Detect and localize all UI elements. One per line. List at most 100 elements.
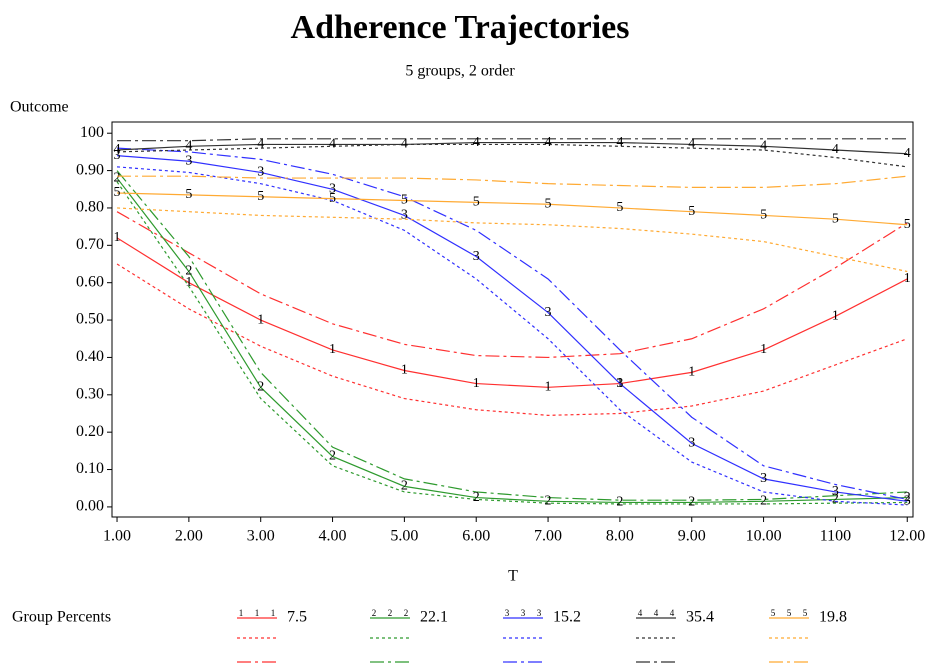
x-tick-label: 2.00	[175, 528, 203, 545]
legend-marker: 4	[670, 608, 675, 618]
x-tick-label: 4.00	[319, 528, 347, 545]
point-marker: 3	[616, 376, 623, 391]
point-marker: 3	[185, 153, 192, 168]
legend-marker: 5	[771, 608, 776, 618]
y-tick-label: 0.10	[76, 460, 104, 477]
legend-marker: 4	[654, 608, 659, 618]
legend-title: Group Percents	[12, 609, 111, 626]
point-marker: 2	[257, 380, 264, 395]
point-marker: 4	[473, 135, 480, 150]
point-marker: 1	[114, 230, 121, 245]
point-marker: 4	[904, 146, 911, 161]
x-tick-label: 1100	[820, 528, 851, 545]
point-marker: 5	[401, 193, 408, 208]
ci-line	[116, 147, 908, 501]
point-marker: 5	[257, 189, 264, 204]
ci-line	[116, 181, 908, 505]
mean-line	[116, 237, 908, 388]
mean-line	[116, 141, 908, 155]
x-tick-label: 7.00	[534, 528, 562, 545]
legend-marker: 5	[787, 608, 792, 618]
point-marker: 3	[688, 436, 695, 451]
point-marker: 2	[760, 494, 767, 509]
legend-marker: 5	[803, 608, 808, 618]
legend-label: 19.8	[819, 609, 847, 626]
mean-line	[116, 155, 908, 502]
point-marker: 5	[114, 185, 121, 200]
point-marker: 5	[688, 204, 695, 219]
point-marker: 5	[185, 187, 192, 202]
x-tick-label: 6.00	[462, 528, 490, 545]
plot-frame	[111, 121, 914, 518]
x-tick-label: 9.00	[678, 528, 706, 545]
legend-label: 22.1	[420, 609, 448, 626]
ci-line	[116, 211, 908, 359]
point-marker: 1	[545, 380, 552, 395]
point-marker: 4	[257, 137, 264, 152]
legend-marker: 3	[521, 608, 526, 618]
y-tick-label: 100	[80, 124, 104, 141]
y-axis-label: Outcome	[10, 99, 69, 116]
y-tick-label: 0.40	[76, 348, 104, 365]
point-marker: 3	[760, 471, 767, 486]
legend-marker: 2	[388, 608, 393, 618]
x-tick-label: 5.00	[390, 528, 418, 545]
point-marker: 2	[329, 449, 336, 464]
point-marker: 5	[760, 208, 767, 223]
legend-marker: 4	[638, 608, 643, 618]
point-marker: 3	[329, 181, 336, 196]
y-tick-label: 0.00	[76, 498, 104, 515]
point-marker: 1	[904, 271, 911, 286]
point-marker: 4	[114, 142, 121, 157]
y-tick-label: 0.20	[76, 423, 104, 440]
legend-marker: 2	[372, 608, 377, 618]
x-axis-label: T	[508, 568, 518, 585]
point-marker: 5	[616, 200, 623, 215]
y-tick-label: 0.60	[76, 273, 104, 290]
point-marker: 3	[257, 165, 264, 180]
mean-line	[116, 177, 908, 504]
point-marker: 1	[329, 342, 336, 357]
point-marker: 5	[832, 211, 839, 226]
x-tick-label: 12.00	[889, 528, 925, 545]
point-marker: 1	[257, 312, 264, 327]
y-tick-label: 0.90	[76, 161, 104, 178]
x-tick-label: 8.00	[606, 528, 634, 545]
legend-marker: 3	[537, 608, 542, 618]
point-marker: 1	[688, 365, 695, 380]
point-marker: 2	[185, 264, 192, 279]
point-marker: 3	[904, 494, 911, 509]
point-marker: 3	[832, 484, 839, 499]
point-marker: 2	[114, 170, 121, 185]
point-marker: 3	[473, 249, 480, 264]
point-marker: 1	[473, 376, 480, 391]
legend-label: 7.5	[287, 609, 307, 626]
legend-marker: 1	[239, 608, 244, 618]
point-marker: 5	[904, 217, 911, 232]
point-marker: 2	[904, 490, 911, 505]
ci-line	[116, 207, 908, 273]
point-marker: 2	[616, 495, 623, 510]
point-marker: 3	[114, 148, 121, 163]
legend-marker: 1	[255, 608, 260, 618]
y-tick-label: 0.30	[76, 385, 104, 402]
chart-subtitle: 5 groups, 2 order	[405, 63, 515, 80]
point-marker: 1	[185, 275, 192, 290]
ci-line	[117, 175, 908, 188]
legend-marker: 2	[404, 608, 409, 618]
point-marker: 3	[545, 305, 552, 320]
point-marker: 2	[401, 479, 408, 494]
point-marker: 5	[545, 196, 552, 211]
legend-marker: 3	[505, 608, 510, 618]
mean-line	[117, 192, 908, 226]
point-marker: 4	[760, 139, 767, 154]
point-marker: 1	[401, 363, 408, 378]
x-tick-label: 10.00	[746, 528, 782, 545]
legend-label: 35.4	[686, 609, 714, 626]
x-tick-label: 1.00	[103, 528, 131, 545]
point-marker: 4	[329, 137, 336, 152]
point-marker: 3	[401, 208, 408, 223]
ci-line	[117, 138, 908, 142]
point-marker: 4	[545, 135, 552, 150]
